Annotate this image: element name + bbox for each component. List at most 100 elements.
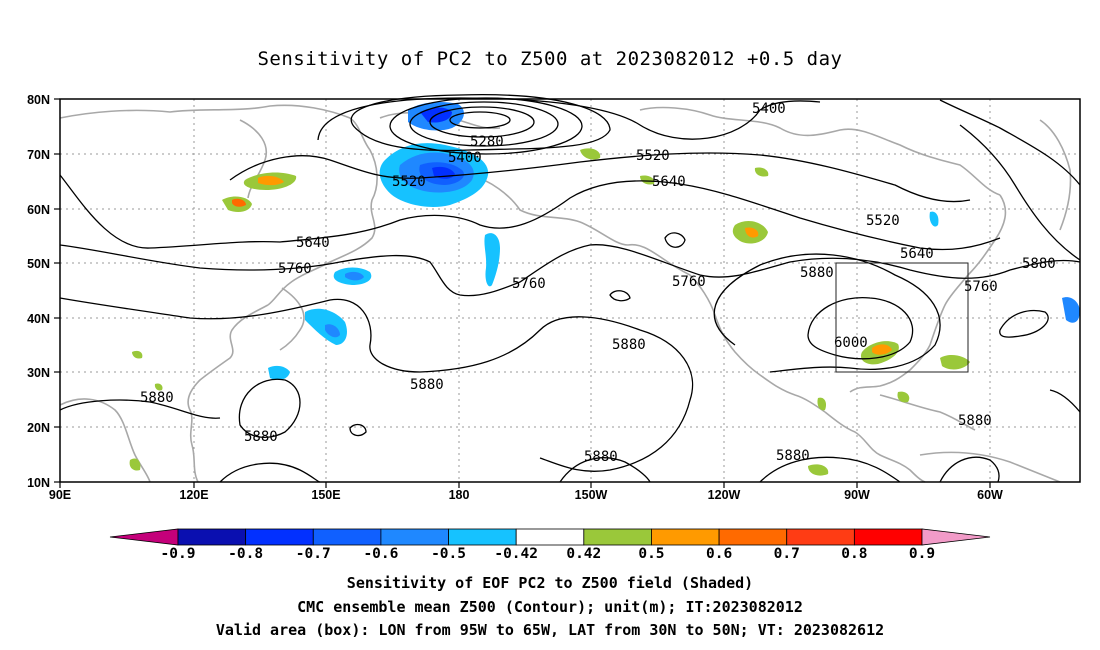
contour-5760 — [59, 244, 1081, 297]
lon-label: 90E — [49, 488, 71, 502]
contour-south-3 — [759, 456, 901, 483]
contour-label: 5880 — [1022, 256, 1056, 272]
colorbar-label: 0.5 — [638, 546, 664, 562]
contour-5520 — [229, 152, 971, 203]
colorbar-box — [448, 528, 517, 546]
coast-us-west — [689, 274, 826, 413]
contour-low-center — [449, 111, 511, 129]
lat-label: 60N — [27, 203, 50, 217]
map-frame — [59, 98, 1081, 483]
contour-label: 5760 — [512, 276, 546, 292]
coast-mexico — [824, 411, 926, 483]
colorbar-box — [786, 528, 855, 546]
contour-label-group: 5400 5280 5400 5520 5520 5640 5640 5760 … — [140, 101, 1056, 465]
caption-line-3: Valid area (box): LON from 95W to 65W, L… — [215, 621, 885, 639]
colorbar-label: -0.9 — [161, 546, 196, 562]
lat-label: 70N — [27, 148, 50, 162]
contour-5400 — [317, 97, 821, 141]
caption-line-2: CMC ensemble mean Z500 (Contour); unit(m… — [297, 598, 803, 616]
coast-south-america — [919, 451, 1061, 483]
contour-low-ring-2 — [429, 106, 535, 138]
contour-5880-asia — [59, 399, 221, 419]
coast-caribbean — [879, 394, 976, 431]
colorbar-box — [177, 528, 247, 546]
contour-se — [1049, 389, 1081, 413]
lon-label: 120W — [708, 488, 741, 502]
coast-canada-north — [639, 106, 1001, 196]
contour-5880-west — [59, 297, 694, 472]
lon-label: 150W — [575, 488, 608, 502]
contour-ne-1 — [939, 99, 1081, 186]
lat-label: 30N — [27, 366, 50, 380]
valid-area-box — [835, 262, 969, 373]
lat-label: 20N — [27, 421, 50, 435]
colorbar-label: 0.6 — [706, 546, 732, 562]
colorbar-label: -0.42 — [494, 546, 538, 562]
lon-label: 90W — [844, 488, 870, 502]
contour-label: 5400 — [448, 150, 482, 166]
colorbar-box — [380, 528, 449, 546]
contour-low-ring-3 — [409, 101, 559, 147]
lat-label: 10N — [27, 476, 50, 490]
coast-greenland — [1039, 119, 1072, 231]
contour-label: 5640 — [296, 235, 330, 251]
contour-small-1 — [609, 290, 631, 302]
lat-labels: 80N 70N 60N 50N 40N 30N 20N 10N — [27, 93, 50, 490]
contour-6000 — [807, 296, 914, 360]
coast-japan — [279, 287, 305, 351]
lon-label: 180 — [449, 488, 470, 502]
colorbar-box — [515, 528, 585, 546]
coast-indochina — [59, 398, 151, 483]
contour-small-4 — [999, 309, 1049, 338]
contour-south-2 — [559, 457, 651, 483]
lon-label: 150E — [311, 488, 340, 502]
colorbar-label: -0.5 — [431, 546, 466, 562]
contour-ne-2 — [959, 124, 1081, 261]
colorbar-label: -0.8 — [228, 546, 263, 562]
contour-label: 5880 — [140, 390, 174, 406]
contour-label: 5760 — [278, 261, 312, 277]
contour-label: 6000 — [834, 335, 868, 351]
contour-label: 5640 — [652, 174, 686, 190]
colorbar-box — [312, 528, 382, 546]
colorbar-label: -0.7 — [296, 546, 331, 562]
contour-5880-small-high — [238, 378, 301, 438]
caption-line-1: Sensitivity of EOF PC2 to Z500 field (Sh… — [346, 574, 754, 592]
contour-south-4 — [939, 456, 1000, 483]
contour-label: 5880 — [244, 429, 278, 445]
colorbar-label: 0.8 — [841, 546, 867, 562]
colorbar-label: 0.7 — [774, 546, 800, 562]
coastlines — [59, 104, 1072, 483]
colorbar-label: -0.6 — [363, 546, 398, 562]
lat-label: 50N — [27, 257, 50, 271]
contour-label: 5880 — [958, 413, 992, 429]
contour-5280-ring — [350, 94, 611, 152]
contour-label: 5280 — [470, 134, 504, 150]
coast-us-east — [849, 194, 1007, 393]
contour-label: 5880 — [410, 377, 444, 393]
contour-label: 5640 — [900, 246, 934, 262]
colorbar-label: 0.9 — [909, 546, 935, 562]
contour-label: 5880 — [584, 449, 618, 465]
contour-5880-east — [713, 253, 941, 373]
contour-label: 5760 — [964, 279, 998, 295]
axis-ticks — [54, 98, 991, 488]
sensitivity-shading — [129, 102, 1080, 476]
coast-alaska — [469, 174, 691, 276]
colorbar-box — [651, 528, 720, 546]
coast-asia-east — [187, 304, 269, 483]
contour-label: 5760 — [672, 274, 706, 290]
contour-small-3 — [349, 423, 367, 437]
lon-labels: 90E 120E 150E 180 150W 120W 90W 60W — [49, 488, 1003, 502]
colorbar-triangle-low — [109, 528, 179, 546]
colorbar-box — [718, 528, 788, 546]
contour-label: 5520 — [866, 213, 900, 229]
contour-label: 5880 — [776, 448, 810, 464]
contour-5640 — [59, 174, 1001, 251]
contour-small-2 — [664, 232, 686, 248]
contour-label: 5880 — [800, 265, 834, 281]
z500-contours — [59, 94, 1081, 483]
lat-label: 40N — [27, 312, 50, 326]
